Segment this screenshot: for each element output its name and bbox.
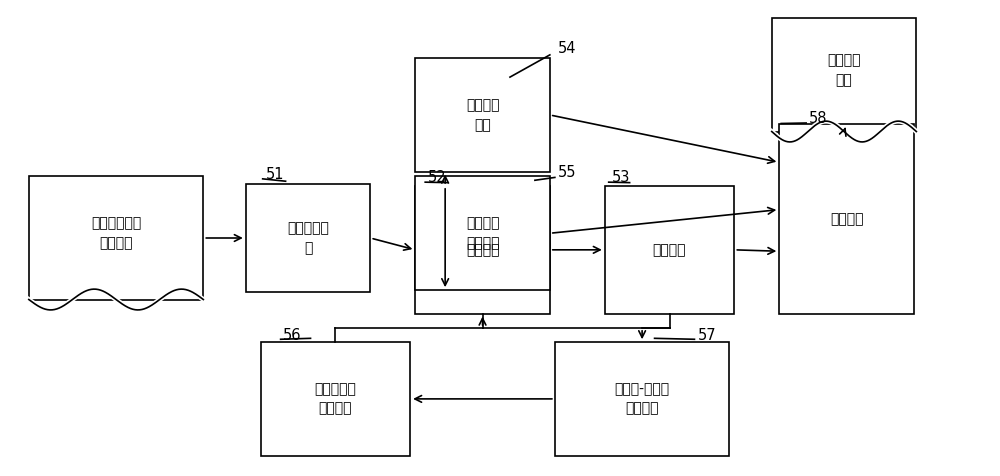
Bar (779, 124, 914, 314)
Text: 指令分发单
元: 指令分发单 元 (287, 221, 329, 255)
Text: 异常产生
单元: 异常产生 单元 (466, 98, 499, 132)
Text: 寄存器-存储器
模型单元: 寄存器-存储器 模型单元 (615, 382, 670, 416)
Bar (29, 177, 203, 299)
Text: 裁决单元: 裁决单元 (830, 212, 863, 226)
Bar (555, 342, 729, 456)
Text: 部分内部
信号: 部分内部 信号 (827, 53, 861, 87)
Text: 54: 54 (558, 41, 576, 56)
Text: 55: 55 (558, 165, 576, 180)
Text: 58: 58 (809, 111, 828, 126)
Text: 52: 52 (428, 170, 447, 185)
Text: 寄存器旁路
模型单元: 寄存器旁路 模型单元 (315, 382, 356, 416)
Bar (605, 186, 734, 314)
Text: 执行单元: 执行单元 (466, 243, 499, 257)
Bar (246, 184, 370, 292)
Text: 51: 51 (266, 167, 284, 182)
Text: 56: 56 (283, 327, 301, 343)
Text: 57: 57 (697, 327, 716, 343)
Bar (772, 18, 916, 131)
Text: 写回单元: 写回单元 (653, 243, 686, 257)
Text: 53: 53 (612, 170, 630, 185)
Bar (415, 186, 550, 314)
Text: 指令读取相关
信号的值: 指令读取相关 信号的值 (91, 217, 141, 250)
Bar (415, 177, 550, 290)
Bar (415, 58, 550, 172)
Bar (261, 342, 410, 456)
Text: 程序计数
产生单元: 程序计数 产生单元 (466, 217, 499, 250)
